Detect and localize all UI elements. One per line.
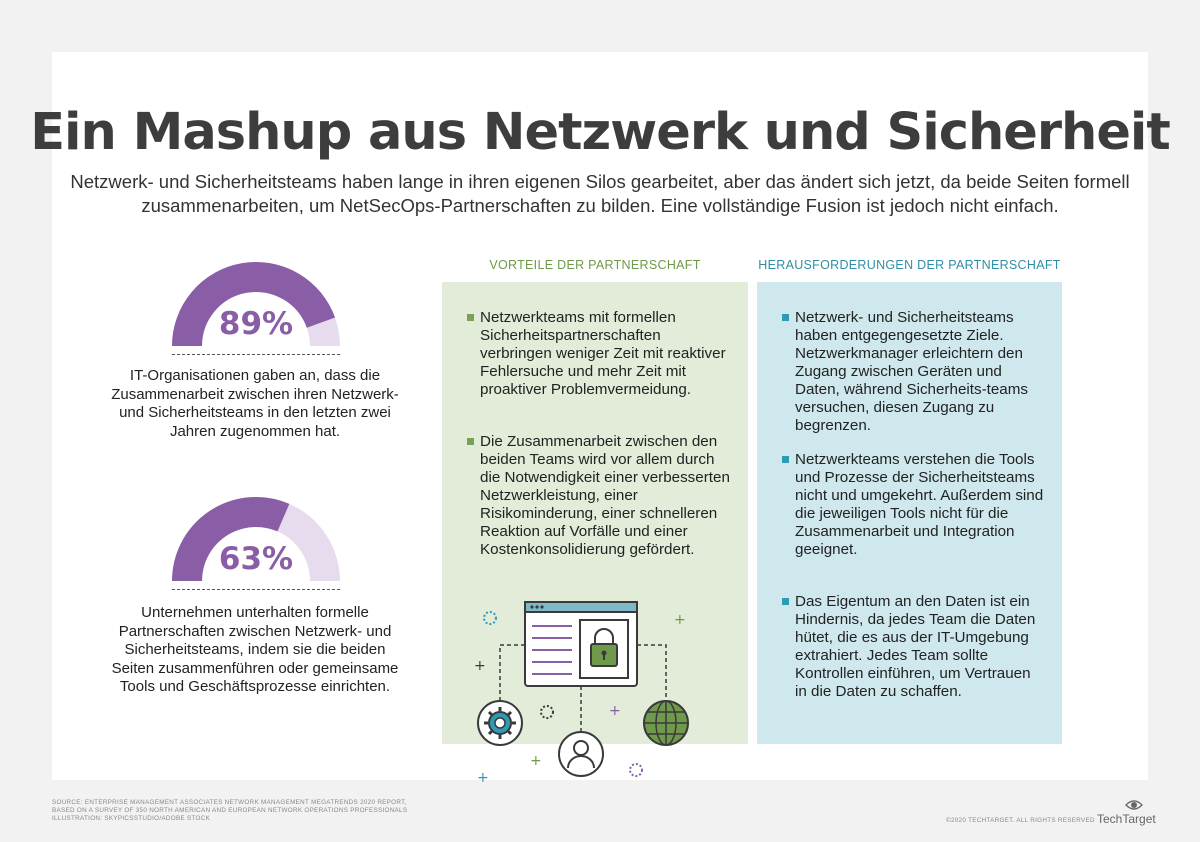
- divider: [172, 354, 340, 355]
- stat-text-89: IT-Organisationen gaben an, dass die Zus…: [111, 367, 399, 440]
- gauge-fill: [172, 497, 290, 581]
- challenge-text: Netzwerkteams verstehen die Tools und Pr…: [795, 451, 1044, 558]
- benefit-text: Die Zusammenarbeit zwischen den beiden T…: [480, 433, 730, 558]
- stat-value-89: 89%: [218, 306, 294, 342]
- bullet-square-icon: [782, 314, 789, 321]
- browser-window-icon: [524, 601, 638, 687]
- svg-text:+: +: [530, 753, 542, 769]
- svg-text:+: +: [477, 770, 489, 786]
- source-line: BASED ON A SURVEY OF 350 NORTH AMERICAN …: [52, 807, 408, 814]
- bullet-square-icon: [782, 456, 789, 463]
- benefits-heading: VORTEILE DER PARTNERSCHAFT: [489, 258, 701, 272]
- benefit-text: Netzwerkteams mit formellen Sicherheitsp…: [480, 309, 726, 398]
- stat-value-63: 63%: [218, 541, 294, 577]
- challenge-text: Das Eigentum an den Daten ist ein Hinder…: [795, 593, 1036, 700]
- svg-text:+: +: [674, 612, 686, 628]
- gear-icon: [477, 700, 523, 746]
- bullet-square-icon: [467, 438, 474, 445]
- brand-logo: TechTarget: [1097, 812, 1156, 826]
- gauge-89: [172, 262, 340, 346]
- lock-icon: [590, 628, 618, 667]
- bullet-square-icon: [782, 598, 789, 605]
- eye-logo-icon: [1125, 800, 1143, 810]
- challenge-text: Netzwerk- und Sicherheitsteams haben ent…: [795, 309, 1028, 434]
- list-item: Die Zusammenarbeit zwischen den beiden T…: [467, 433, 735, 559]
- copyright: ©2020 TECHTARGET. ALL RIGHTS RESERVED: [946, 817, 1095, 824]
- user-icon: [558, 731, 604, 777]
- gauge-63: [172, 497, 340, 581]
- page-title: Ein Mashup aus Netzwerk und Sicherheit: [30, 103, 1171, 162]
- svg-text:+: +: [474, 658, 486, 674]
- list-item: Das Eigentum an den Daten ist ein Hinder…: [782, 593, 1045, 701]
- divider: [172, 589, 340, 590]
- source-line: SOURCE: ENTERPRISE MANAGEMENT ASSOCIATES…: [52, 799, 407, 806]
- globe-icon: [643, 700, 689, 746]
- bullet-square-icon: [467, 314, 474, 321]
- list-item: Netzwerkteams mit formellen Sicherheitsp…: [467, 309, 730, 399]
- gauge-fill: [172, 262, 336, 346]
- source-line: ILLUSTRATION: SKYPICSSTUDIO/ADOBE STOCK: [52, 815, 211, 822]
- list-item: Netzwerk- und Sicherheitsteams haben ent…: [782, 309, 1045, 435]
- challenges-heading: HERAUSFORDERUNGEN DER PARTNERSCHAFT: [758, 258, 1061, 272]
- challenges-panel: [757, 282, 1062, 744]
- subtitle: Netzwerk- und Sicherheitsteams haben lan…: [70, 171, 1130, 216]
- svg-text:+: +: [609, 703, 621, 719]
- stat-text-63: Unternehmen unterhalten formelle Partner…: [111, 604, 399, 695]
- source-note: SOURCE: ENTERPRISE MANAGEMENT ASSOCIATES…: [52, 799, 407, 823]
- illustration: + + + + +: [474, 601, 689, 786]
- list-item: Netzwerkteams verstehen die Tools und Pr…: [782, 451, 1045, 559]
